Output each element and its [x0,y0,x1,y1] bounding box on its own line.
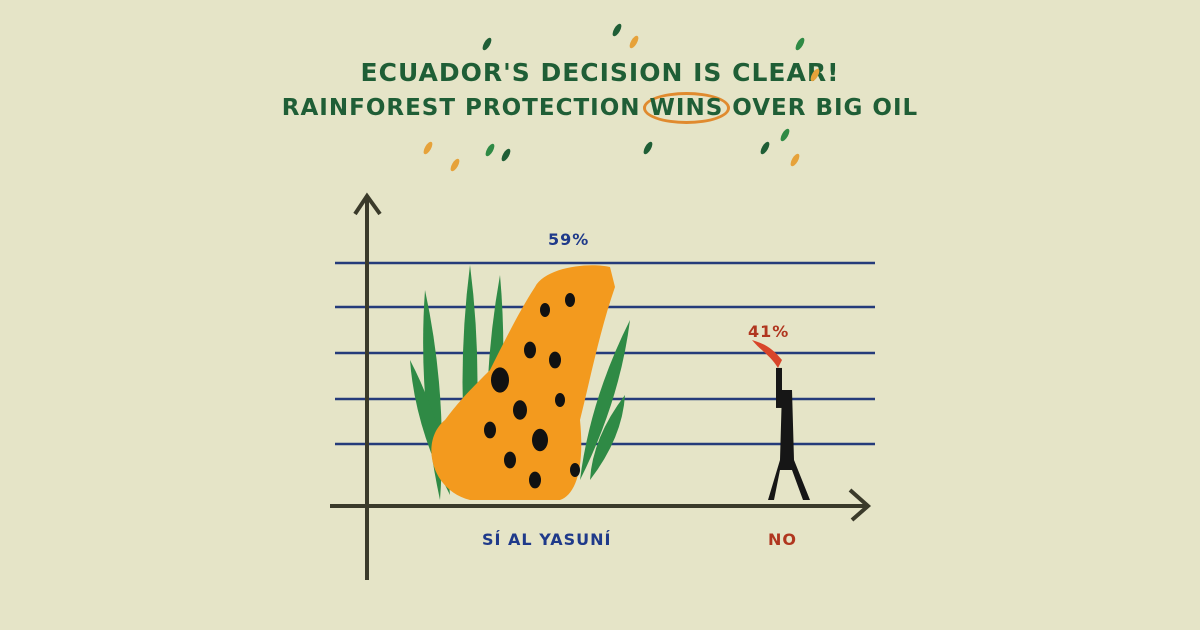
jaguar-spot [549,351,561,369]
jaguar-spot [532,428,548,452]
title-line-2: RAINFOREST PROTECTION WINS OVER BIG OIL [0,92,1200,124]
confetti-piece [450,158,460,172]
category-label-yes: SÍ AL YASUNÍ [482,530,612,549]
confetti-piece [790,153,800,167]
jaguar-spot [491,367,509,393]
title-part: RAINFOREST PROTECTION [281,95,641,121]
plant-leaf [580,320,630,480]
value-label-no: 41% [748,322,790,341]
jaguar-spot [529,471,541,489]
oil-derrick [768,390,810,500]
flare-stack [776,367,782,408]
y-axis-arrow [353,192,382,216]
category-label-no: NO [768,530,797,549]
confetti-piece [780,128,790,142]
confetti-piece [643,141,653,155]
jaguar-spot [504,451,516,469]
confetti-piece [810,68,820,82]
jaguar-spot [484,421,496,439]
confetti-piece [423,141,433,155]
plant-leaf [590,395,625,480]
confetti-piece [485,143,495,157]
title-line-1: ECUADOR'S DECISION IS CLEAR! [360,58,840,87]
confetti-piece [629,35,639,49]
jaguar-spot [570,463,580,477]
jaguar-spot [513,400,527,420]
x-axis-arrow [848,488,872,522]
jaguar-spot [524,341,536,359]
jaguar-body [431,265,615,500]
confetti-piece [795,37,805,51]
confetti-piece [760,141,770,155]
confetti-decoration [423,23,820,172]
confetti-piece [612,23,622,37]
jaguar-spot [540,303,550,317]
jaguar-spot [565,293,575,307]
confetti-piece [501,148,511,162]
bar-jaguar [410,265,630,500]
title-part: OVER BIG OIL [732,95,919,121]
confetti-piece [482,37,492,51]
bar-oil-derrick [752,339,810,500]
jaguar-spot [555,393,565,407]
value-label-yes: 59% [548,230,590,249]
flame-icon [752,339,782,368]
highlight-wins: WINS [642,92,731,124]
